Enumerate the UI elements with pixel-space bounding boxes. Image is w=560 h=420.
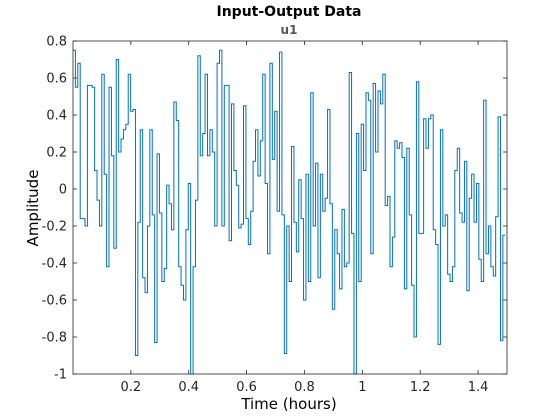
y-axis-ticks: -1 -0.8 -0.6 -0.4 -0.2 0 0.2 0.4 0.6 0.8 [42,35,507,383]
y-tick-label: -0.8 [42,331,67,346]
plot-frame [72,40,508,375]
y-tick-label: -0.2 [42,220,67,235]
x-tick-label: 1.2 [410,380,431,395]
plot-area [73,41,507,374]
y-tick-label: -0.6 [42,294,67,309]
x-axis-ticks: 0.2 0.4 0.6 0.8 1 1.2 1.4 [121,41,489,395]
y-tick-label: 0 [59,183,67,198]
x-tick-label: 0.4 [178,380,199,395]
y-tick-label: -0.4 [42,257,67,272]
x-tick-label: 0.6 [236,380,257,395]
x-tick-label: 0.2 [121,380,142,395]
y-tick-label: 0.4 [46,109,67,124]
x-tick-label: 1 [358,380,366,395]
x-axis-label: Time (hours) [240,395,336,413]
y-tick-label: 0.8 [46,35,67,50]
y-tick-label: 0.2 [46,146,67,161]
chart-subtitle: u1 [281,23,298,37]
x-tick-label: 0.8 [294,380,315,395]
chart-title: Input-Output Data [217,4,362,20]
series-line-u1 [73,49,506,375]
y-tick-label: -1 [54,368,67,383]
y-tick-label: 0.6 [46,72,67,87]
y-axis-label: Amplitude [24,170,42,247]
x-tick-label: 1.4 [468,380,489,395]
